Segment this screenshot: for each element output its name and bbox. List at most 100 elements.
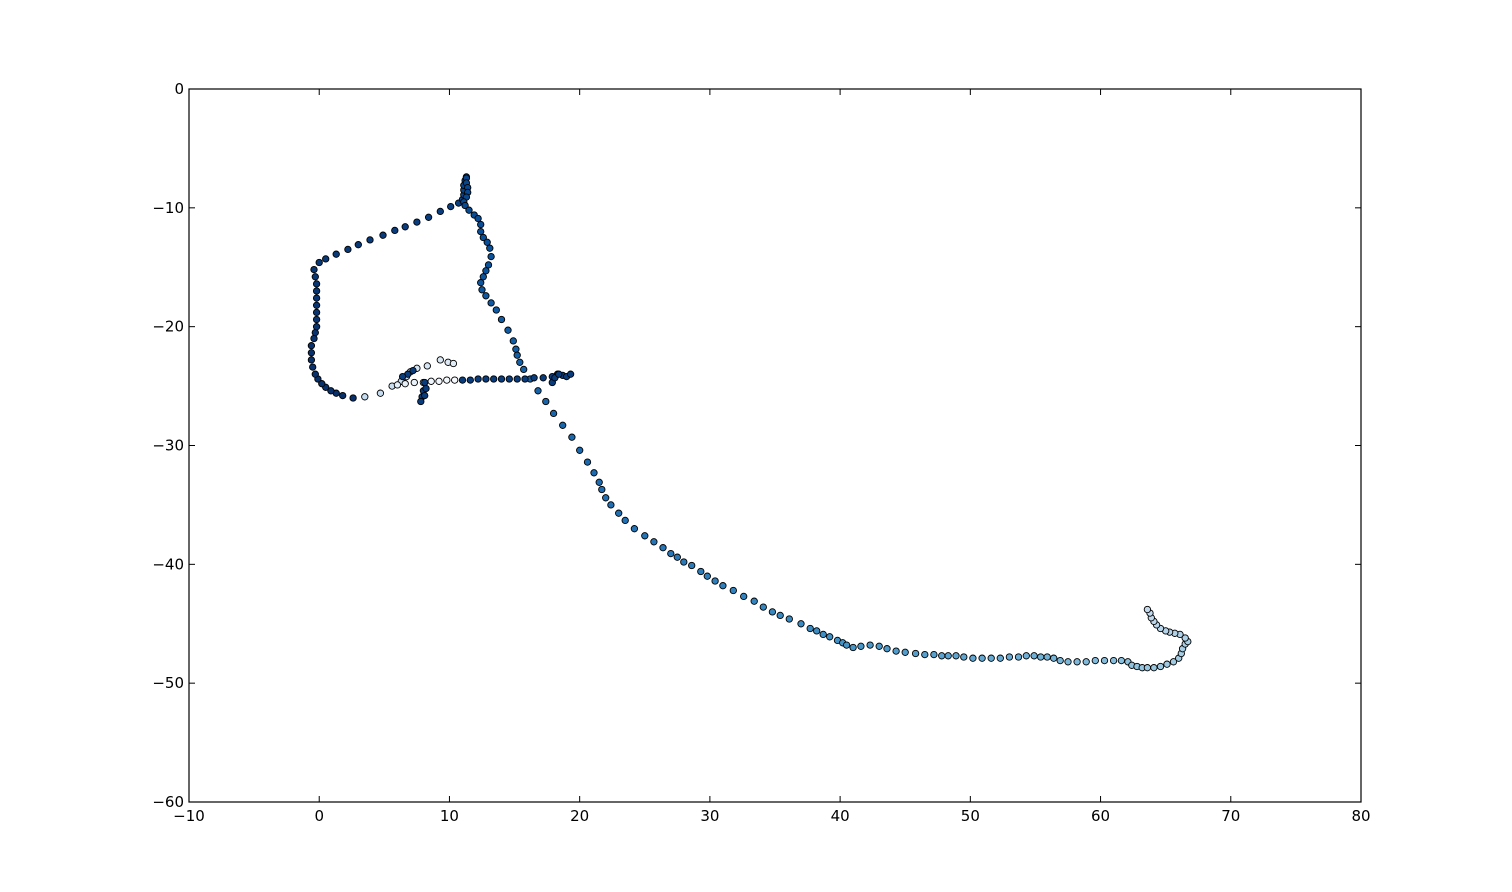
- data-point: [542, 397, 550, 406]
- data-point: [892, 647, 900, 655]
- data-point: [379, 231, 387, 239]
- data-point: [650, 538, 658, 546]
- data-point: [866, 641, 874, 649]
- data-point: [423, 362, 431, 370]
- data-point: [768, 608, 777, 616]
- data-point: [344, 245, 352, 254]
- data-point: [366, 236, 374, 244]
- data-point: [477, 220, 485, 229]
- y-tick-label: −10: [152, 199, 184, 217]
- data-point: [443, 376, 451, 384]
- data-point: [398, 372, 407, 381]
- data-point: [641, 532, 649, 540]
- data-point: [1117, 656, 1126, 665]
- y-tick-label: −30: [152, 437, 184, 455]
- data-point: [332, 250, 340, 258]
- data-point: [492, 306, 500, 314]
- data-points: [307, 173, 1192, 672]
- tick-labels: −10 0 10 20 30 40 50 60 70 80 0 −10 −20 −30 −40 −50 −60: [152, 80, 1370, 825]
- data-point: [449, 359, 458, 368]
- data-point: [477, 279, 485, 287]
- data-point: [590, 469, 598, 477]
- data-point: [1073, 658, 1081, 666]
- data-point: [615, 509, 623, 517]
- data-point: [497, 315, 506, 324]
- data-point: [487, 299, 495, 307]
- data-point: [719, 582, 727, 590]
- y-tick-label: −50: [152, 674, 184, 692]
- data-point: [410, 378, 418, 387]
- data-point: [1043, 653, 1051, 661]
- data-point: [1050, 654, 1058, 662]
- data-point: [497, 375, 506, 383]
- data-point: [479, 233, 487, 242]
- data-point: [354, 241, 362, 249]
- data-point: [987, 654, 995, 662]
- data-point: [409, 366, 417, 375]
- data-point: [513, 351, 521, 359]
- data-point: [376, 389, 385, 397]
- data-point: [1156, 662, 1165, 671]
- data-point: [680, 558, 688, 566]
- data-point: [1169, 658, 1178, 666]
- data-point: [312, 301, 321, 309]
- data-point: [921, 650, 929, 659]
- data-point: [512, 345, 520, 353]
- data-point: [458, 376, 467, 384]
- data-point: [1109, 656, 1118, 665]
- data-point: [559, 421, 567, 429]
- data-point: [427, 377, 435, 385]
- data-point: [568, 433, 576, 441]
- x-tick-label: 0: [314, 807, 324, 825]
- data-point: [349, 394, 357, 402]
- data-point: [482, 267, 490, 275]
- data-point: [711, 577, 719, 585]
- data-point: [436, 356, 444, 364]
- data-point: [813, 627, 821, 635]
- data-point: [819, 630, 827, 639]
- x-tick-label: 50: [961, 807, 980, 825]
- data-point: [849, 643, 857, 652]
- x-tick-label: 20: [570, 807, 589, 825]
- data-point: [842, 641, 851, 649]
- data-point: [1181, 634, 1189, 642]
- data-point: [688, 561, 696, 570]
- data-point: [659, 544, 667, 552]
- data-point: [486, 244, 494, 252]
- data-point: [697, 567, 705, 576]
- data-point: [1056, 656, 1064, 665]
- x-tick-label: 70: [1221, 807, 1240, 825]
- x-tick-label: −10: [173, 807, 205, 825]
- y-tick-label: 0: [174, 80, 184, 98]
- data-point: [451, 376, 459, 384]
- data-point: [339, 391, 347, 400]
- data-point: [1091, 656, 1099, 665]
- data-point: [549, 409, 558, 418]
- x-tick-label: 60: [1091, 807, 1110, 825]
- data-point: [901, 648, 909, 656]
- data-point: [1037, 653, 1045, 661]
- data-point: [583, 458, 592, 466]
- data-point: [960, 653, 968, 661]
- data-point: [952, 652, 960, 660]
- data-point: [311, 273, 319, 281]
- data-point: [509, 337, 517, 345]
- plot-frame: [188, 88, 1362, 803]
- data-point: [505, 375, 513, 383]
- data-point: [1150, 664, 1158, 672]
- y-tick-label: −60: [152, 793, 184, 811]
- data-point: [490, 375, 498, 383]
- x-tick-label: 10: [440, 807, 459, 825]
- data-point: [566, 370, 575, 378]
- data-point: [482, 292, 490, 300]
- data-point: [703, 572, 711, 580]
- data-point: [530, 374, 538, 382]
- data-point: [311, 328, 319, 337]
- data-point: [630, 525, 639, 533]
- data-point: [312, 308, 321, 317]
- data-point: [482, 375, 490, 383]
- data-point: [312, 323, 321, 331]
- data-point: [421, 378, 429, 387]
- data-point: [413, 218, 421, 226]
